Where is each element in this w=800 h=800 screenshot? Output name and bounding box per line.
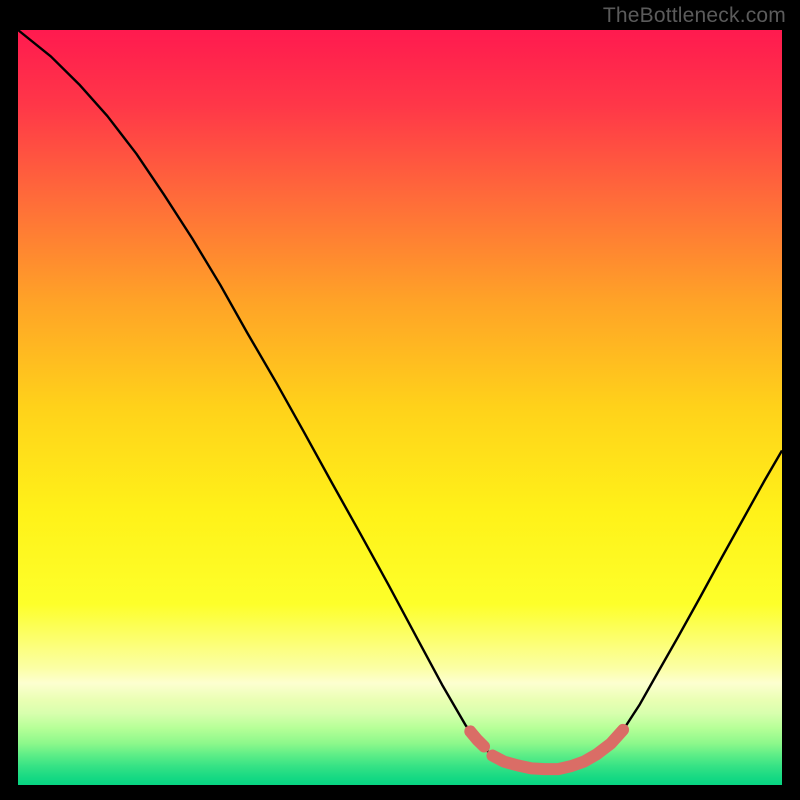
plot-area <box>18 30 782 785</box>
watermark-text: TheBottleneck.com <box>603 4 786 28</box>
curve-layer <box>18 30 782 785</box>
bottleneck-curve <box>18 30 782 769</box>
optimal-range-highlight <box>470 730 623 769</box>
highlight-segment <box>470 731 484 746</box>
highlight-segment <box>492 730 623 769</box>
chart-canvas: TheBottleneck.com <box>0 0 800 800</box>
